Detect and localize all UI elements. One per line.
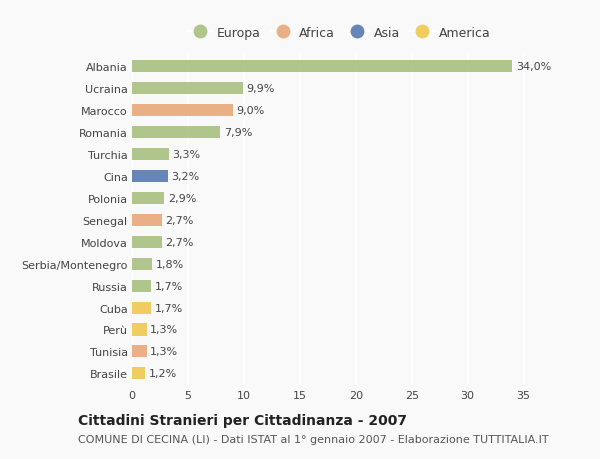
- Text: 2,9%: 2,9%: [168, 193, 196, 203]
- Bar: [132, 258, 152, 270]
- Text: 3,3%: 3,3%: [172, 150, 200, 160]
- Bar: [132, 368, 145, 380]
- Bar: [132, 171, 168, 183]
- Bar: [132, 280, 151, 292]
- Text: 2,7%: 2,7%: [166, 215, 194, 225]
- Bar: [132, 192, 164, 204]
- Text: 1,3%: 1,3%: [150, 325, 178, 335]
- Text: 7,9%: 7,9%: [224, 128, 252, 138]
- Text: 1,7%: 1,7%: [154, 303, 182, 313]
- Bar: [132, 149, 169, 161]
- Bar: [132, 127, 220, 139]
- Bar: [132, 83, 243, 95]
- Bar: [132, 346, 146, 358]
- Text: 1,8%: 1,8%: [155, 259, 184, 269]
- Text: 9,9%: 9,9%: [246, 84, 275, 94]
- Text: 1,7%: 1,7%: [154, 281, 182, 291]
- Bar: [132, 61, 512, 73]
- Text: Cittadini Stranieri per Cittadinanza - 2007: Cittadini Stranieri per Cittadinanza - 2…: [78, 413, 407, 427]
- Text: 1,3%: 1,3%: [150, 347, 178, 357]
- Legend: Europa, Africa, Asia, America: Europa, Africa, Asia, America: [182, 22, 496, 45]
- Text: 3,2%: 3,2%: [171, 172, 199, 182]
- Bar: [132, 236, 162, 248]
- Bar: [132, 105, 233, 117]
- Bar: [132, 302, 151, 314]
- Text: 2,7%: 2,7%: [166, 237, 194, 247]
- Bar: [132, 324, 146, 336]
- Text: 34,0%: 34,0%: [516, 62, 551, 72]
- Text: COMUNE DI CECINA (LI) - Dati ISTAT al 1° gennaio 2007 - Elaborazione TUTTITALIA.: COMUNE DI CECINA (LI) - Dati ISTAT al 1°…: [78, 434, 548, 444]
- Text: 1,2%: 1,2%: [149, 369, 177, 379]
- Bar: [132, 214, 162, 226]
- Text: 9,0%: 9,0%: [236, 106, 265, 116]
